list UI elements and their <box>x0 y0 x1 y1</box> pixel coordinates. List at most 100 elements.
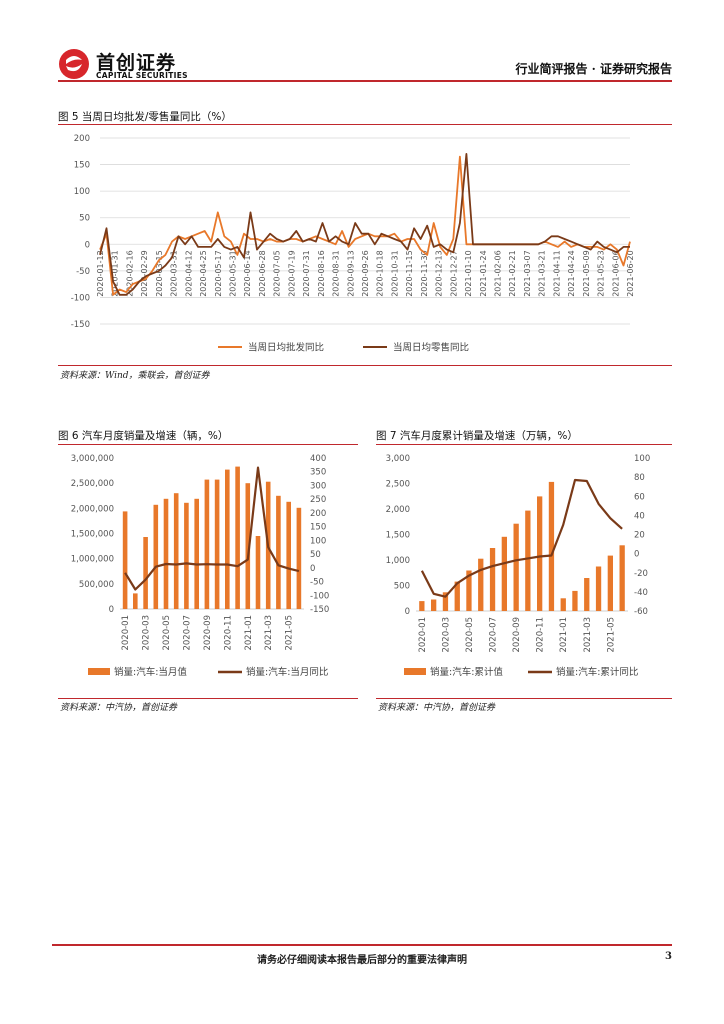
fig7-bar <box>572 590 578 611</box>
fig7-bar <box>513 523 519 611</box>
fig7-x-tick-label: 2020-07 <box>489 617 499 653</box>
fig7-y-right-tick-label: -60 <box>634 607 648 617</box>
fig6-legend-swatch <box>88 668 110 675</box>
fig7-x-tick-label: 2021-01 <box>559 617 569 653</box>
fig7-y-right-tick-label: 100 <box>634 454 650 464</box>
fig6-x-tick-label: 2020-05 <box>162 615 172 651</box>
fig5-x-tick-label: 2020-04-25 <box>199 250 208 297</box>
fig5-x-tick-label: 2021-03-21 <box>538 250 547 297</box>
fig5-x-tick-label: 2021-01-24 <box>479 250 488 297</box>
fig7-bottom-rule <box>376 698 672 699</box>
fig7-legend-label: 销量:汽车:累计值 <box>430 666 503 678</box>
fig5-y-tick-label: 100 <box>74 187 90 197</box>
fig5-x-tick-label: 2020-11-15 <box>405 250 414 297</box>
fig5-x-tick-label: 2020-09-13 <box>346 250 355 297</box>
fig5-x-tick-label: 2020-07-31 <box>302 250 311 297</box>
fig5-title: 图 5 当周日均批发/零售量同比（%） <box>58 111 232 123</box>
fig7-x-tick-label: 2020-09 <box>512 617 522 653</box>
fig5-x-tick-label: 2020-06-28 <box>258 250 267 297</box>
fig6-bar <box>276 495 281 610</box>
fig6-bar <box>204 479 210 609</box>
fig7-y-right-tick-label: 0 <box>634 550 639 560</box>
fig5-x-tick-label: 2020-11-30 <box>420 250 429 297</box>
fig7-x-tick-label: 2020-11 <box>536 617 546 653</box>
fig5-y-tick-label: 50 <box>79 214 90 224</box>
fig5-series-line-2 <box>99 152 630 296</box>
fig6-bottom-rule <box>58 698 358 699</box>
fig6-x-tick-label: 2021-01 <box>244 615 254 651</box>
fig6-y-left-tick-label: 2,000,000 <box>71 504 114 514</box>
fig7-source: 资料来源：中汽协，首创证券 <box>378 703 496 713</box>
fig6-y-left-tick-label: 1,000,000 <box>71 555 114 565</box>
fig5-y-tick-label: -150 <box>71 320 90 330</box>
fig6-bar <box>163 498 169 609</box>
fig7-y-right-tick-label: 40 <box>634 511 645 521</box>
fig7-title: 图 7 汽车月度累计销量及增速（万辆，%） <box>376 430 578 442</box>
fig7-bar <box>466 570 472 611</box>
fig6-bar <box>214 479 220 609</box>
page-number: 3 <box>665 951 672 962</box>
fig6-y-right-tick-label: 350 <box>310 468 326 478</box>
fig7-bar <box>501 536 507 611</box>
fig6-y-right-tick-label: 0 <box>310 564 315 574</box>
fig7-legend-label: 销量:汽车:累计同比 <box>556 666 638 678</box>
fig7-chart: 05001,0001,5002,0002,5003,000-60-40-2002… <box>386 454 651 678</box>
fig7-y-right-tick-label: -20 <box>634 569 648 579</box>
fig6-bar <box>133 593 138 609</box>
fig7-bar <box>548 481 555 611</box>
fig6-y-left-tick-label: 0 <box>109 605 114 615</box>
fig7-title-rule <box>376 444 672 445</box>
fig5-y-tick-label: 150 <box>74 161 90 171</box>
fig7-y-left-tick-label: 1,500 <box>386 531 410 541</box>
fig5-x-tick-label: 2021-02-21 <box>508 250 517 297</box>
fig6-bar <box>153 504 159 609</box>
fig7-bar <box>489 548 496 611</box>
fig7-bar <box>595 566 602 611</box>
fig7-bar <box>454 581 460 611</box>
fig6-title-rule <box>58 444 358 445</box>
fig6-series-line <box>124 466 300 591</box>
fig6-x-tick-label: 2020-01 <box>121 615 131 651</box>
page-header: 首创证券 CAPITAL SECURITIES 行业简评报告 · 证券研究报告 <box>0 0 724 90</box>
fig5-x-tick-label: 2020-03-15 <box>155 250 164 297</box>
fig5-y-tick-label: -100 <box>71 293 90 303</box>
fig5-title-rule <box>58 124 672 125</box>
footer-divider <box>52 944 672 946</box>
fig7-bar <box>584 578 590 611</box>
fig7-bar <box>431 599 437 611</box>
fig6-legend-label: 销量:汽车:当月同比 <box>246 666 328 678</box>
fig7-legend-swatch <box>404 668 426 675</box>
fig5-source: 资料来源：Wind，乘联会，首创证券 <box>60 371 210 381</box>
fig5-x-tick-label: 2020-12-13 <box>435 250 444 297</box>
legal-notice: 请务必仔细阅读本报告最后部分的重要法律声明 <box>257 955 467 966</box>
fig6-y-right-tick-label: 400 <box>310 454 326 464</box>
fig6-x-tick-label: 2020-11 <box>223 615 233 651</box>
fig5-x-tick-label: 2020-02-29 <box>140 250 149 297</box>
fig6-chart: 0 500,000 1,000,000 1,500,000 2,000,000 2,500… <box>71 454 330 678</box>
fig7-bar <box>419 601 425 611</box>
fig5-x-tick-label: 2020-09-26 <box>361 250 370 297</box>
fig5-y-tick-label: -50 <box>76 267 90 277</box>
fig5-x-tick-label: 2021-03-07 <box>523 250 532 297</box>
fig5-legend-label: 当周日均零售同比 <box>393 342 469 354</box>
fig5-x-tick-label: 2020-01-31 <box>111 250 120 297</box>
fig7-bar <box>525 510 531 611</box>
fig6-y-right-tick-label: 150 <box>310 523 326 533</box>
fig5-bottom-rule <box>58 365 672 366</box>
fig6-bar <box>255 536 261 609</box>
fig5-x-tick-label: 2020-07-19 <box>287 250 296 297</box>
fig5-x-tick-label: 2020-02-16 <box>125 250 134 297</box>
fig7-x-tick-label: 2020-03 <box>441 617 451 653</box>
fig6-y-right-tick-label: 300 <box>310 481 326 491</box>
fig6-y-left-tick-label: 3,000,000 <box>71 454 114 464</box>
fig7-y-left-tick-label: 2,500 <box>386 480 410 490</box>
fig5-x-tick-label: 2020-12-27 <box>449 250 458 297</box>
fig6-y-right-tick-label: 250 <box>310 495 326 505</box>
fig6-bar <box>235 466 240 609</box>
fig6-x-tick-label: 2021-05 <box>285 615 295 651</box>
fig6-legend-label: 销量:汽车:当月值 <box>114 666 187 678</box>
fig5-x-tick-label: 2021-02-06 <box>494 250 503 297</box>
fig7-x-tick-label: 2020-05 <box>465 617 475 653</box>
fig5-legend-label: 当周日均批发同比 <box>248 342 324 354</box>
fig5-x-tick-label: 2020-05-17 <box>214 250 223 297</box>
